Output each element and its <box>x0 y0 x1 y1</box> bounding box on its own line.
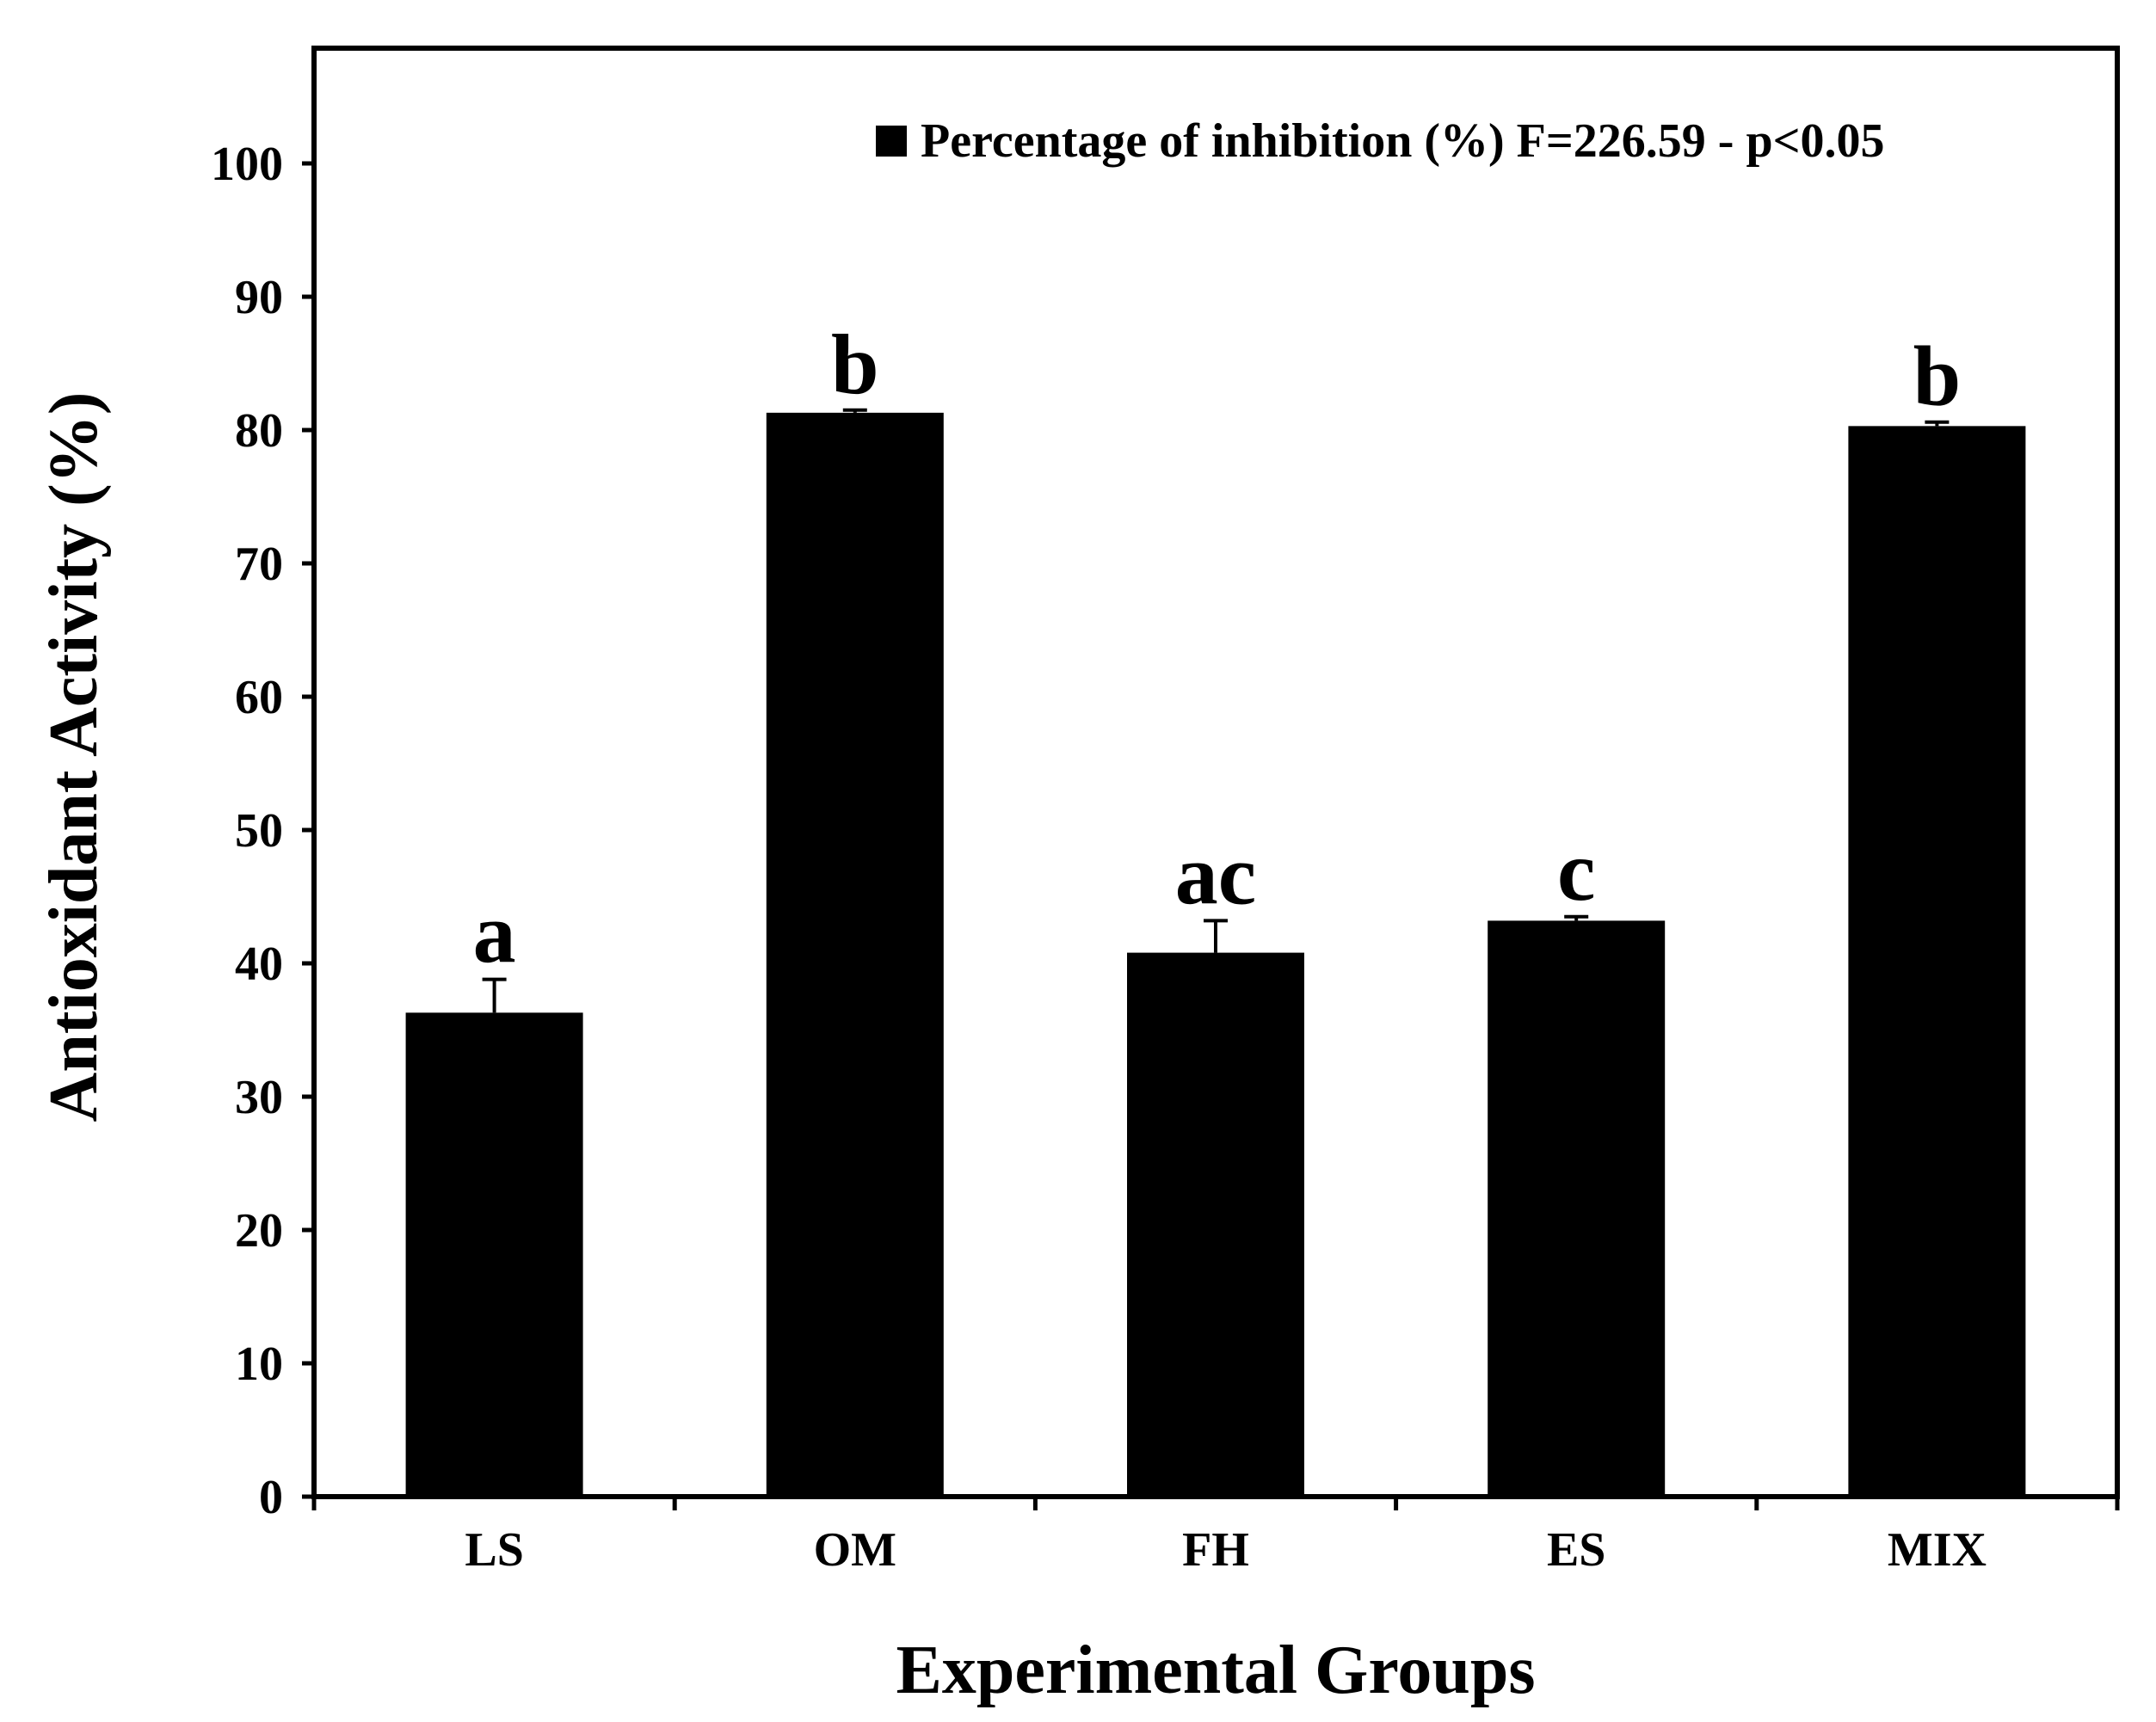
error-bars <box>482 408 1950 1013</box>
bar <box>405 1012 583 1497</box>
bars <box>405 412 2026 1498</box>
y-tick-label: 100 <box>211 138 283 191</box>
y-tick-label: 40 <box>235 938 283 991</box>
bar <box>1488 920 1666 1497</box>
significance-label: a <box>473 886 516 981</box>
x-tick-label: MIX <box>1888 1523 1987 1577</box>
x-tick-label: LS <box>465 1523 524 1577</box>
x-tick-label: FH <box>1182 1523 1249 1577</box>
x-axis-title: Experimental Groups <box>896 1633 1535 1708</box>
y-tick-label: 0 <box>259 1471 283 1524</box>
y-tick-label: 60 <box>235 671 283 724</box>
bar <box>766 412 944 1498</box>
legend-swatch <box>876 126 907 157</box>
y-axis-title: Antioxidant Activity (%) <box>36 392 112 1122</box>
bar <box>1848 426 2026 1498</box>
y-tick-label: 80 <box>235 404 283 458</box>
error-bar <box>482 977 507 1013</box>
bar <box>1127 952 1304 1497</box>
error-bar <box>842 408 867 413</box>
error-bar <box>1925 420 1950 427</box>
y-tick-label: 70 <box>235 538 283 591</box>
x-tick-label: ES <box>1547 1523 1606 1577</box>
y-tick-label: 90 <box>235 271 283 324</box>
y-tick-label: 50 <box>235 804 283 858</box>
legend-label: Percentage of inhibition (%) F=226.59 - … <box>921 114 1885 168</box>
significance-label: b <box>831 317 879 412</box>
significance-label: b <box>1913 329 1962 424</box>
x-tick-label: OM <box>814 1523 896 1577</box>
significance-label: c <box>1557 823 1595 919</box>
legend: Percentage of inhibition (%) F=226.59 - … <box>876 114 1885 168</box>
y-tick-label: 30 <box>235 1071 283 1124</box>
x-axis-ticks: LS OM FH ES MIX <box>311 1497 2120 1577</box>
error-bar <box>1204 919 1228 953</box>
significance-label: ac <box>1175 827 1256 922</box>
significance-labels: a b ac c b <box>473 317 1962 981</box>
y-axis-ticks: 0 10 20 30 40 50 60 70 80 90 100 <box>211 138 314 1524</box>
y-tick-label: 10 <box>235 1338 283 1391</box>
y-tick-label: 20 <box>235 1204 283 1258</box>
error-bar <box>1564 914 1589 921</box>
